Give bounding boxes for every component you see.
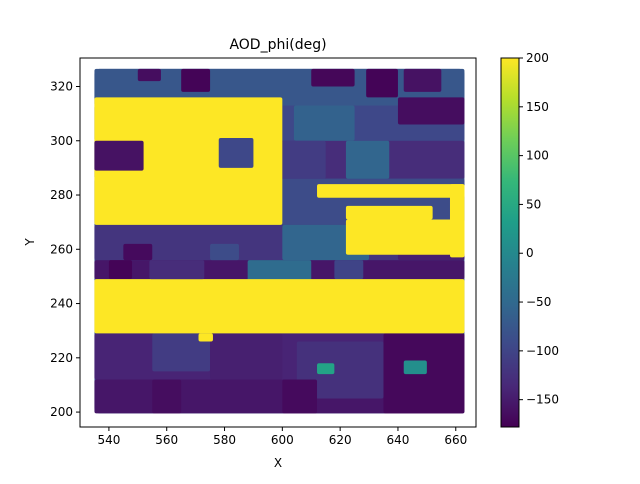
y-tick-label: 300 bbox=[50, 134, 73, 148]
heatmap-region bbox=[311, 68, 355, 87]
heatmap-cells bbox=[94, 68, 465, 414]
colorbar-tick-label: 0 bbox=[526, 246, 534, 260]
plot-frame bbox=[79, 57, 477, 428]
heatmap-region bbox=[123, 243, 153, 261]
colorbar-tick-label: −150 bbox=[526, 393, 559, 407]
heatmap-region bbox=[317, 363, 335, 375]
y-tick-label: 240 bbox=[50, 297, 73, 311]
heatmap-region bbox=[345, 205, 433, 220]
heatmap-region bbox=[152, 333, 211, 372]
heatmap-region bbox=[108, 260, 133, 280]
y-tick-label: 260 bbox=[50, 242, 73, 256]
colorbar-tick-label: −100 bbox=[526, 344, 559, 358]
x-tick-label: 620 bbox=[329, 433, 352, 447]
colorbar-tick-label: 50 bbox=[526, 197, 541, 211]
y-axis-label: Y bbox=[23, 238, 37, 247]
heatmap-region bbox=[317, 184, 465, 198]
x-tick-label: 580 bbox=[213, 433, 236, 447]
x-tick-label: 540 bbox=[97, 433, 120, 447]
x-tick-label: 660 bbox=[444, 433, 467, 447]
colorbar-tick-label: −50 bbox=[526, 295, 551, 309]
heatmap-region bbox=[137, 68, 161, 82]
heatmap-region bbox=[282, 379, 318, 414]
heatmap-region bbox=[94, 140, 144, 171]
colorbar-gradient bbox=[500, 57, 520, 428]
heatmap-region bbox=[94, 279, 465, 334]
x-axis: 540 560 580 600 620 640 660 bbox=[97, 427, 467, 447]
heatmap-region bbox=[210, 333, 283, 380]
heatmap-region bbox=[366, 68, 398, 98]
colorbar-tick-label: 100 bbox=[526, 149, 549, 163]
colorbar-tick-label: 200 bbox=[526, 51, 549, 65]
x-tick-label: 600 bbox=[271, 433, 294, 447]
x-tick-label: 560 bbox=[155, 433, 178, 447]
heatmap-region bbox=[282, 140, 326, 179]
y-tick-label: 320 bbox=[50, 79, 73, 93]
y-tick-label: 220 bbox=[50, 351, 73, 365]
heatmap-region bbox=[345, 219, 465, 255]
heatmap-region bbox=[198, 333, 213, 342]
heatmap-region bbox=[149, 260, 205, 280]
x-axis-label: X bbox=[274, 456, 282, 470]
heatmap-region bbox=[210, 243, 239, 261]
heatmap-region bbox=[94, 97, 283, 225]
y-tick-label: 280 bbox=[50, 188, 73, 202]
colorbar: 200 150 100 50 0 −50 −100 −150 bbox=[500, 51, 559, 428]
heatmap-region bbox=[293, 105, 355, 141]
chart-title: AOD_phi(deg) bbox=[229, 37, 326, 53]
heatmap-region bbox=[181, 68, 211, 92]
y-axis: 200 220 240 260 280 300 320 bbox=[50, 79, 80, 419]
heatmap-region bbox=[403, 68, 442, 92]
heatmap-region bbox=[345, 140, 390, 179]
heatmap-region bbox=[152, 379, 182, 414]
heatmap-region bbox=[218, 138, 254, 168]
heatmap-region bbox=[334, 260, 364, 280]
colorbar-tick-label: 150 bbox=[526, 100, 549, 114]
heatmap-region bbox=[403, 360, 427, 375]
x-tick-label: 640 bbox=[387, 433, 410, 447]
y-tick-label: 200 bbox=[50, 405, 73, 419]
heatmap-region bbox=[397, 97, 465, 125]
heatmap-region bbox=[296, 341, 384, 399]
